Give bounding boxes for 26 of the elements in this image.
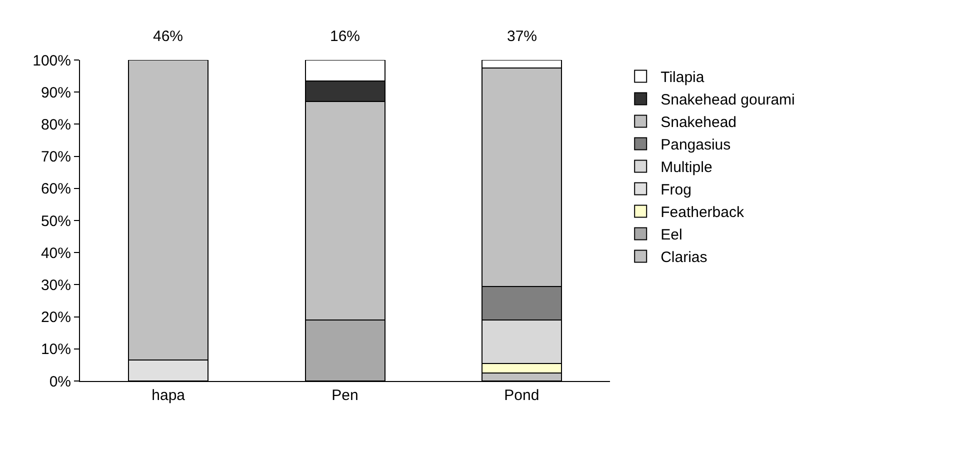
legend-label: Snakehead xyxy=(660,114,737,132)
legend-label: Clarias xyxy=(660,249,708,266)
legend-label: Pangasius xyxy=(660,136,731,154)
legend-label: Eel xyxy=(660,226,682,244)
y-tick-label: 70% xyxy=(40,148,71,166)
y-tick-label: 20% xyxy=(40,309,71,326)
x-tick-label: Pond xyxy=(504,387,540,404)
y-tick-label: 30% xyxy=(40,276,71,294)
text: 16% xyxy=(330,28,360,45)
legend-label: Featherback xyxy=(660,204,744,222)
y-tick-label: 10% xyxy=(40,341,71,358)
legend-label: Multiple xyxy=(660,159,712,176)
y-tick-label: 40% xyxy=(40,244,71,262)
y-tick-label: 90% xyxy=(40,84,71,102)
y-tick-label: 100% xyxy=(32,52,71,70)
y-tick-label: 80% xyxy=(40,116,71,134)
x-tick-label: Pen xyxy=(332,387,358,404)
x-tick-label: hapa xyxy=(152,387,186,404)
y-tick-label: 60% xyxy=(40,180,71,198)
text: 37% xyxy=(507,28,538,45)
legend-label: Frog xyxy=(660,182,692,199)
text: 46% xyxy=(153,28,184,45)
legend-label: Snakehead gourami xyxy=(660,92,795,109)
y-tick-label: 0% xyxy=(49,373,71,390)
legend-label: Tilapia xyxy=(660,69,705,86)
y-tick-label: 50% xyxy=(40,212,71,230)
